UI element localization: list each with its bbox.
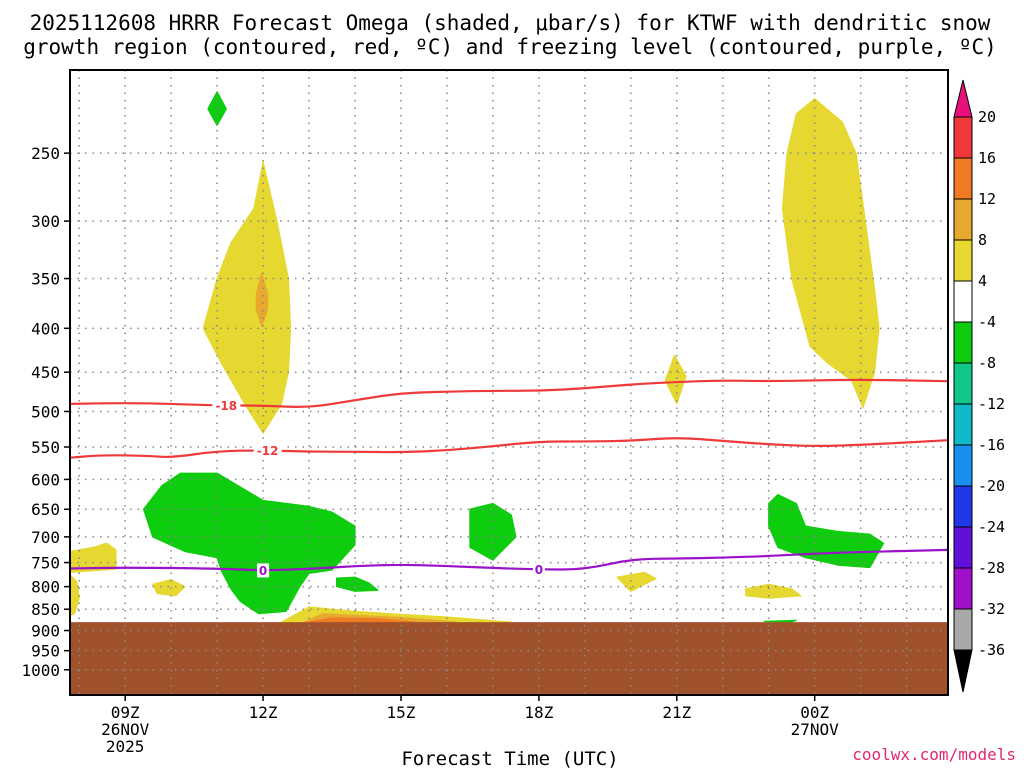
terrain-fill	[70, 622, 948, 695]
colorbar-segment	[953, 321, 973, 364]
colorbar-label: -12	[978, 395, 1005, 413]
terrain-layer	[70, 622, 948, 695]
omega-region-negative-big-10z	[142, 472, 356, 615]
dgz-minus12-contour-label-bg	[253, 443, 282, 458]
colorbar-label: -4	[978, 313, 996, 331]
x-tick-date: 26NOV	[101, 720, 150, 739]
omega-shaded-regions	[70, 91, 885, 624]
colorbar-segment	[953, 608, 973, 651]
colorbar-segment	[953, 280, 973, 323]
y-tick-label: 1000	[21, 661, 60, 680]
colorbar-segment	[953, 403, 973, 446]
freezing-level-contour-line	[70, 548, 948, 572]
x-tick-label: 12Z	[249, 703, 278, 722]
x-tick-label: 09Z	[111, 703, 140, 722]
omega-region-positive-plume-00z	[781, 98, 880, 409]
colorbar-segment	[953, 485, 973, 528]
y-tick-label: 550	[31, 438, 60, 457]
omega-region-positive-low-left	[70, 542, 117, 573]
colorbar-label: 8	[978, 231, 987, 249]
x-tick-label: 18Z	[524, 703, 553, 722]
colorbar-segment	[953, 444, 973, 487]
colorbar-label: -24	[978, 518, 1005, 536]
colorbar-segment	[953, 239, 973, 282]
colorbar-label: 12	[978, 190, 996, 208]
colorbar-label: -16	[978, 436, 1005, 454]
colorbar: 20 16 12 8 4 -4 -8 -12 -16 -20 -24 -28 -32 -36	[953, 79, 1005, 693]
y-tick-label: 750	[31, 554, 60, 573]
colorbar-label: 20	[978, 108, 996, 126]
contour-lines: -18 -12 0 0	[70, 378, 948, 578]
y-tick-label: 800	[31, 578, 60, 597]
colorbar-segment	[953, 116, 973, 159]
omega-region-positive-surface-core	[308, 617, 416, 623]
dgz-minus12-contour-label: -12	[257, 444, 279, 458]
omega-region-positive-small-23z	[745, 583, 802, 599]
y-axis: 250 300 350 400 450 500 550 600 650 700 750 800 850 9…	[21, 144, 70, 680]
dgz-minus18-contour-label: -18	[215, 399, 237, 413]
omega-region-negative-17z	[469, 502, 517, 561]
omega-region-positive-core-12z	[255, 272, 269, 327]
omega-region-positive-21z-top	[664, 354, 687, 405]
y-tick-label: 250	[31, 144, 60, 163]
colorbar-label: 16	[978, 149, 996, 167]
colorbar-top-arrow	[953, 79, 973, 118]
x-tick-year: 2025	[106, 737, 145, 756]
x-tick-label: 00Z	[800, 703, 829, 722]
y-tick-label: 350	[31, 270, 60, 289]
chart-title-line-1: 2025112608 HRRR Forecast Omega (shaded, …	[30, 11, 991, 35]
y-tick-label: 500	[31, 402, 60, 421]
colorbar-label: -32	[978, 600, 1005, 618]
colorbar-segment	[953, 198, 973, 241]
credit-text: coolwx.com/models	[852, 745, 1016, 764]
colorbar-segment	[953, 567, 973, 610]
omega-region-positive-plume-12z	[202, 161, 292, 434]
freezing-level-contour-label-bg	[257, 563, 270, 578]
chart-title-line-2: growth region (contoured, red, ºC) and f…	[23, 35, 997, 59]
omega-region-negative-small-14z	[336, 576, 379, 592]
freezing-level-contour-label: 0	[535, 563, 543, 577]
colorbar-segment	[953, 362, 973, 405]
colorbar-segment	[953, 157, 973, 200]
y-tick-label: 400	[31, 319, 60, 338]
colorbar-label: -20	[978, 477, 1005, 495]
dgz-minus18-contour-label-bg	[212, 398, 241, 413]
y-tick-label: 950	[31, 642, 60, 661]
y-tick-label: 650	[31, 500, 60, 519]
freezing-level-contour-label: 0	[259, 564, 267, 578]
colorbar-label: -36	[978, 641, 1005, 659]
y-tick-label: 300	[31, 212, 60, 231]
dgz-minus12-contour-line	[70, 437, 948, 459]
x-tick-label: 21Z	[662, 703, 691, 722]
colorbar-label: -28	[978, 559, 1005, 577]
dgz-minus18-contour-line	[70, 378, 948, 408]
y-tick-label: 700	[31, 528, 60, 547]
y-tick-label: 850	[31, 600, 60, 619]
y-tick-label: 450	[31, 363, 60, 382]
freezing-level-contour-label-bg	[532, 562, 545, 577]
colorbar-label: -8	[978, 354, 996, 372]
x-tick-date: 27NOV	[791, 720, 840, 739]
y-tick-label: 600	[31, 470, 60, 489]
colorbar-label: 4	[978, 272, 987, 290]
colorbar-bottom-arrow	[953, 649, 973, 693]
colorbar-segment	[953, 526, 973, 569]
x-tick-label: 15Z	[387, 703, 416, 722]
y-tick-label: 900	[31, 622, 60, 641]
omega-region-positive-small-10z	[152, 579, 186, 597]
omega-region-negative-right-00z	[768, 494, 885, 569]
omega-region-positive-low-left2	[70, 574, 80, 617]
x-axis-title: Forecast Time (UTC)	[401, 748, 618, 768]
plot-frame	[69, 69, 949, 696]
